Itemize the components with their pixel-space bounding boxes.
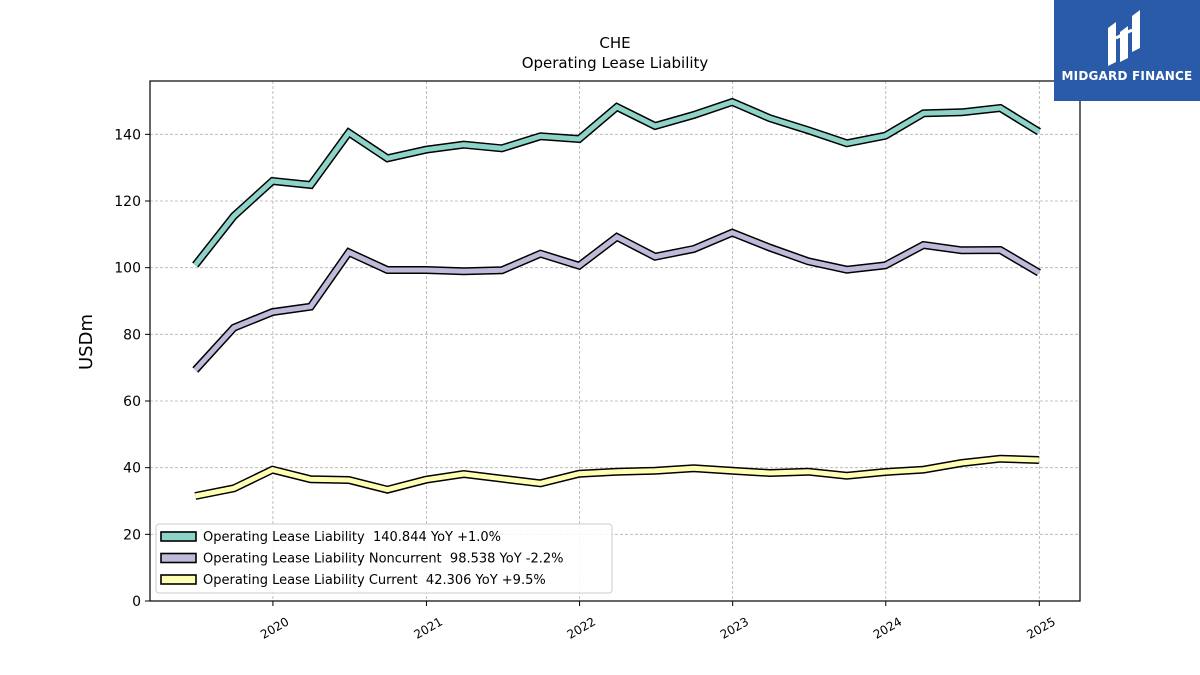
midgard-logo-mark-icon <box>1108 10 1140 66</box>
series-layer <box>192 97 1041 500</box>
series-line-1 <box>193 229 1041 372</box>
x-tick-label: 2025 <box>1024 614 1057 641</box>
legend: Operating Lease Liability 140.844 YoY +1… <box>155 523 613 594</box>
x-tick-label: 2021 <box>411 614 444 641</box>
y-tick-label: 20 <box>123 527 141 543</box>
y-tick-label: 0 <box>132 594 141 610</box>
x-tick-label: 2023 <box>718 614 751 641</box>
x-tick-label: 2024 <box>871 614 904 641</box>
y-tick-label: 80 <box>123 327 141 343</box>
y-tick-label: 40 <box>123 461 141 477</box>
y-tick-label: 100 <box>114 261 141 277</box>
legend-swatch-0 <box>160 531 197 542</box>
legend-box <box>155 523 613 594</box>
grid <box>150 81 1080 602</box>
legend-label-0: Operating Lease Liability 140.844 YoY +1… <box>203 530 501 545</box>
logo-text: MIDGARD FINANCE <box>1061 69 1193 83</box>
legend-swatch-1 <box>160 552 197 564</box>
x-tick-label: 2022 <box>565 614 598 641</box>
series-line-2 <box>194 456 1039 499</box>
logo-box: MIDGARD FINANCE <box>1054 0 1200 101</box>
y-tick-label: 60 <box>123 394 141 410</box>
y-axis-label: USDm <box>76 314 97 370</box>
y-tick-label: 120 <box>114 194 141 210</box>
legend-label-1: Operating Lease Liability Noncurrent 98.… <box>203 552 564 567</box>
y-tick-label: 140 <box>114 127 141 143</box>
legend-label-2: Operating Lease Liability Current 42.306… <box>203 573 546 588</box>
legend-swatch-2 <box>160 574 197 585</box>
chart-subtitle: Operating Lease Liability <box>522 54 709 72</box>
x-tick-label: 2020 <box>258 614 291 641</box>
chart-title: CHE <box>599 34 630 52</box>
plot-frame <box>149 80 1081 602</box>
